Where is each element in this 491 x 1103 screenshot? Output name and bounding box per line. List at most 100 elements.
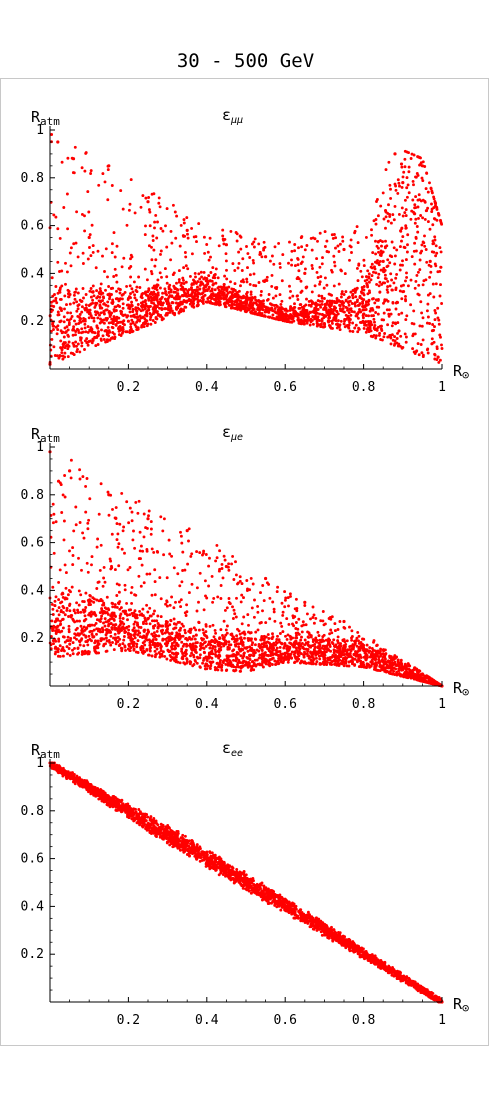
scatter-point <box>296 651 300 655</box>
scatter-point <box>327 648 331 652</box>
scatter-point <box>273 317 277 321</box>
scatter-point <box>103 624 107 628</box>
scatter-point <box>318 662 322 666</box>
scatter-point <box>177 269 181 273</box>
scatter-point <box>142 622 145 626</box>
scatter-point <box>151 319 155 322</box>
scatter-point <box>118 614 122 618</box>
scatter-point <box>372 333 376 337</box>
scatter-point <box>224 640 228 644</box>
scatter-point <box>435 218 439 222</box>
scatter-point <box>253 237 257 241</box>
scatter-point <box>197 620 201 624</box>
scatter-point <box>224 259 228 263</box>
scatter-point <box>354 639 358 643</box>
scatter-point <box>102 610 106 613</box>
scatter-point <box>53 354 57 357</box>
scatter-point <box>95 335 99 338</box>
scatter-point <box>232 608 236 612</box>
scatter-point <box>346 324 350 328</box>
scatter-point <box>195 609 199 613</box>
scatter-point <box>396 344 400 348</box>
scatter-point <box>113 632 117 636</box>
scatter-point <box>271 656 275 660</box>
scatter-point <box>398 268 402 272</box>
scatter-point <box>195 661 199 665</box>
scatter-point <box>376 312 380 316</box>
scatter-point <box>437 212 441 216</box>
scatter-point <box>179 302 183 306</box>
scatter-point <box>84 303 88 307</box>
scatter-point <box>161 529 165 533</box>
scatter-point <box>413 203 417 207</box>
scatter-point <box>239 304 243 308</box>
scatter-point <box>348 258 351 262</box>
scatter-point <box>296 257 300 261</box>
scatter-point <box>252 654 255 658</box>
scatter-point <box>225 606 229 610</box>
scatter-point <box>119 646 123 650</box>
scatter-point <box>354 295 358 299</box>
scatter-point <box>149 527 153 531</box>
scatter-point <box>258 308 262 312</box>
scatter-point <box>288 308 292 312</box>
scatter-point <box>235 293 239 297</box>
scatter-point <box>370 228 373 232</box>
scatter-point <box>235 239 239 243</box>
scatter-point <box>246 613 250 617</box>
scatter-point <box>262 599 266 603</box>
scatter-point <box>69 476 73 480</box>
scatter-point <box>53 599 57 603</box>
scatter-point <box>421 283 425 287</box>
scatter-point <box>63 597 67 601</box>
scatter-point <box>159 252 162 256</box>
scatter-point <box>327 310 330 314</box>
scatter-point <box>205 243 209 246</box>
scatter-point <box>69 246 73 250</box>
scatter-point <box>89 169 93 173</box>
scatter-point <box>235 634 239 638</box>
scatter-point <box>61 645 65 649</box>
scatter-point <box>195 550 199 554</box>
scatter-point <box>85 337 89 341</box>
scatter-point <box>125 284 129 288</box>
scatter-point <box>114 323 118 327</box>
scatter-point <box>83 229 87 233</box>
scatter-point <box>56 647 60 651</box>
scatter-point <box>239 654 243 658</box>
scatter-point <box>330 641 334 644</box>
scatter-point <box>225 277 229 281</box>
scatter-point <box>297 306 301 310</box>
scatter-point <box>118 288 122 292</box>
scatter-point <box>62 519 66 523</box>
scatter-point <box>212 273 216 277</box>
scatter-point <box>315 660 319 664</box>
scatter-point <box>347 311 351 315</box>
scatter-point <box>66 156 70 160</box>
scatter-point <box>336 312 340 316</box>
scatter-point <box>145 632 149 636</box>
scatter-point <box>438 333 442 337</box>
scatter-point <box>153 321 157 324</box>
scatter-point <box>54 215 58 219</box>
scatter-point <box>153 226 156 230</box>
scatter-point <box>332 299 336 303</box>
scatter-point <box>350 629 354 633</box>
scatter-point <box>133 211 137 215</box>
scatter-point <box>258 300 262 304</box>
scatter-point <box>290 263 294 267</box>
scatter-point <box>263 305 267 309</box>
scatter-point <box>385 308 389 312</box>
scatter-point <box>330 631 334 635</box>
scatter-point <box>294 310 298 314</box>
scatter-point <box>108 338 112 342</box>
scatter-point <box>184 305 188 309</box>
scatter-point <box>58 320 62 324</box>
scatter-point <box>230 562 234 566</box>
scatter-point <box>86 521 90 525</box>
scatter-point <box>275 285 279 289</box>
scatter-point <box>87 518 91 522</box>
scatter-point <box>382 270 386 274</box>
scatter-point <box>69 311 73 315</box>
scatter-point <box>233 643 237 647</box>
